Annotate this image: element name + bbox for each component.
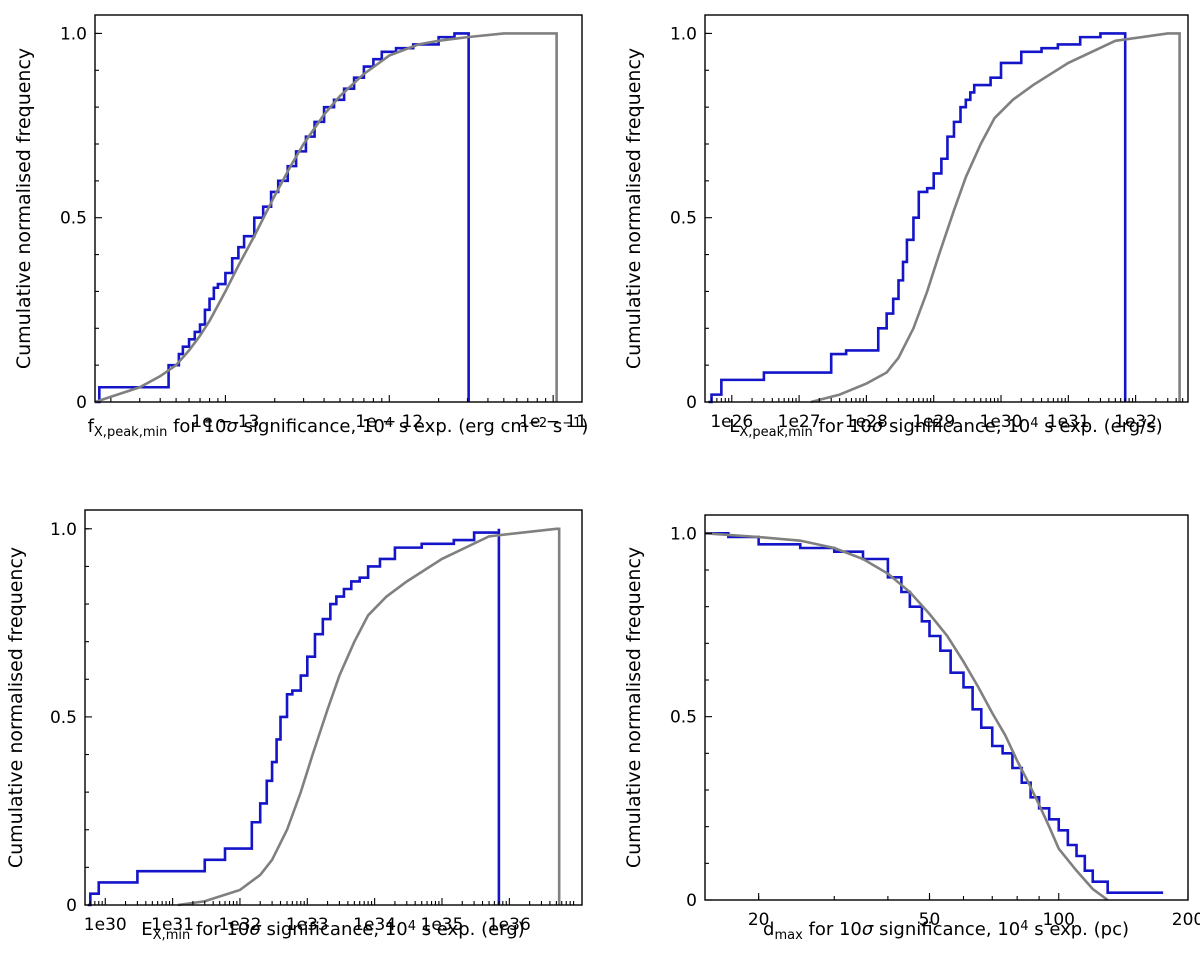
- y-tick-label: 1.0: [670, 524, 697, 544]
- y-tick-label: 0.5: [60, 209, 87, 229]
- y-tick-label: 0.5: [670, 209, 697, 229]
- y-tick-label: 0: [66, 896, 77, 916]
- x-tick-label: 50: [919, 910, 941, 930]
- series-line-grey: [704, 532, 1109, 902]
- y-tick-label: 1.0: [50, 520, 77, 540]
- y-tick-label: 1.0: [60, 24, 87, 44]
- y-tick-label: 0: [686, 393, 697, 413]
- x-tick-label: 1e29: [912, 412, 955, 432]
- series-line-grey: [810, 32, 1181, 404]
- x-axis-label: fX,peak,min for 10σ significance, 104 s …: [88, 416, 589, 440]
- y-tick-label: 0: [686, 891, 697, 911]
- x-tick-label: 1e33: [286, 915, 329, 935]
- plot-frame: [704, 514, 1189, 901]
- x-axis-label: LX,peak,min for 10σ significance, 104 s …: [729, 416, 1162, 440]
- plot-frame: [94, 14, 583, 403]
- x-tick-label: 1e32: [218, 915, 261, 935]
- y-axis-label: Cumulative normalised frequency: [5, 547, 27, 868]
- series-line-grey: [94, 32, 558, 404]
- x-tick-label: 200: [1172, 910, 1200, 930]
- y-tick-label: 1.0: [670, 24, 697, 44]
- x-tick-label: 1e − 12: [355, 412, 423, 432]
- panel-4: 0 0.5 1.0 20 50 100 200 dmax for 10σ significan…: [623, 514, 1200, 943]
- x-axis-label: dmax for 10σ significance, 104 s exp. (p…: [763, 919, 1129, 943]
- x-tick-label: 1e28: [845, 412, 888, 432]
- series-line-blue: [708, 32, 1127, 404]
- panel-3: 0 0.5 1.0 1e30 1e31 1e32 1e33 1e34 1e35 1e36EX,mi…: [5, 509, 583, 943]
- y-axis-label: Cumulative normalised frequency: [13, 48, 35, 369]
- x-tick-label: 1e31: [1047, 412, 1090, 432]
- y-tick-label: 0.5: [670, 708, 697, 728]
- x-tick-label: 1e30: [84, 915, 127, 935]
- x-tick-label: 1e − 11: [519, 412, 587, 432]
- x-tick-label: 1e30: [980, 412, 1023, 432]
- x-tick-label: 1e34: [353, 915, 396, 935]
- plot-frame: [84, 509, 583, 906]
- y-axis-label: Cumulative normalised frequency: [623, 48, 645, 369]
- panel-2: 0 0.5 1.0 1e26 1e27 1e28 1e29 1e30 1e31 1e32LX,pe…: [623, 14, 1189, 440]
- x-axis-label: EX,min for 10σ significance, 104 s exp. …: [141, 919, 524, 943]
- x-tick-label: 1e27: [778, 412, 821, 432]
- x-tick-label: 1e36: [488, 915, 531, 935]
- panel-1: 0 0.5 1.0 1e − 13 1e − 12 1e − 11fX,peak,min …: [13, 14, 589, 440]
- series-line-blue: [95, 32, 470, 404]
- x-tick-label: 1e32: [1114, 412, 1157, 432]
- x-tick-label: 1e26: [710, 412, 753, 432]
- x-tick-label: 1e31: [151, 915, 194, 935]
- y-tick-label: 0: [76, 393, 87, 413]
- x-tick-label: 1e35: [421, 915, 464, 935]
- x-tick-label: 100: [1043, 910, 1075, 930]
- plot-frame: [704, 14, 1189, 403]
- series-line-blue: [87, 528, 501, 907]
- y-tick-label: 0.5: [50, 708, 77, 728]
- x-tick-label: 20: [748, 910, 770, 930]
- series-line-grey: [177, 527, 561, 907]
- y-axis-label: Cumulative normalised frequency: [623, 547, 645, 868]
- series-line-blue: [705, 532, 1164, 894]
- x-tick-label: 1e − 13: [191, 412, 259, 432]
